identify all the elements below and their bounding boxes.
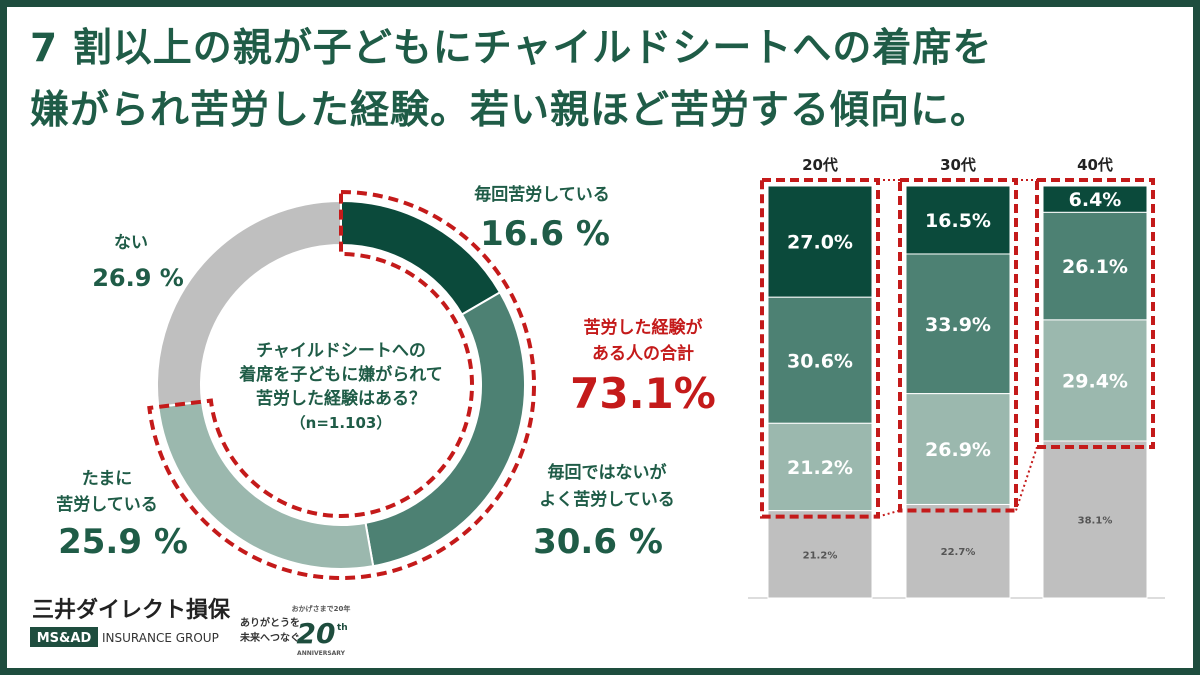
experienced-highlight-outline <box>147 189 536 580</box>
tagline-1: ありがとうを <box>240 616 300 629</box>
headline-line-1: 7 割以上の親が子どもにチャイルドシートへの着席を <box>30 26 993 71</box>
group-badge-text: MS&AD <box>37 631 92 646</box>
bar-segment-often <box>767 296 873 424</box>
value-often: 30.6 % <box>533 522 663 562</box>
bar-segment-every-time <box>905 185 1011 255</box>
group-name: INSURANCE GROUP <box>102 631 219 645</box>
bar-value-label: 16.5% <box>925 210 991 232</box>
company-name: 三井ダイレクト損保 <box>32 597 231 623</box>
group-badge <box>30 627 98 647</box>
bar-value-label: 30.6% <box>787 350 853 372</box>
total-value: 73.1% <box>570 369 716 418</box>
bar-segment-never <box>1042 440 1148 599</box>
headline-line-2: 嫌がられ苦労した経験。若い親ほど苦労する傾向に。 <box>30 88 991 133</box>
donut-center-line-1: チャイルドシートへの <box>256 341 426 361</box>
total-label-2: ある人の合計 <box>592 343 694 364</box>
value-every-time: 16.6 % <box>480 214 610 254</box>
donut-center-line-2: 着席を子どもに嫌がられて <box>238 364 443 385</box>
label-every-time: 毎回苦労している <box>474 184 610 205</box>
bar-segment-often <box>1042 211 1148 321</box>
label-sometimes-1: たまに <box>82 469 133 489</box>
bar-segment-never <box>905 503 1011 599</box>
value-sometimes: 25.9 % <box>58 522 188 562</box>
bar-value-label: 29.4% <box>1062 370 1128 392</box>
bar-value-label: 33.9% <box>925 314 991 336</box>
anniv-number: 20 <box>297 617 336 650</box>
bar-highlight-box <box>1035 178 1155 450</box>
bar-value-label: 6.4% <box>1069 189 1122 211</box>
bar-value-label: 21.2% <box>803 550 838 561</box>
bar-category-label: 20代 <box>802 156 838 174</box>
bar-value-label: 21.2% <box>787 457 853 479</box>
company-logo: 三井ダイレクト損保 MS&AD INSURANCE GROUP ありがとうを 未… <box>30 597 350 657</box>
bar-highlight-box <box>898 178 1018 513</box>
bar-value-label: 26.1% <box>1062 256 1128 278</box>
bar-segment-every-time <box>1042 185 1148 213</box>
label-never: ない <box>114 233 148 253</box>
label-often-2: よく苦労している <box>539 489 675 510</box>
bar-segment-every-time <box>767 185 873 298</box>
bar-category-label: 40代 <box>1077 156 1113 174</box>
bar-segment-never <box>767 510 873 599</box>
total-label-1: 苦労した経験が <box>584 317 703 338</box>
label-sometimes-2: 苦労している <box>56 494 158 515</box>
bar-segment-sometimes <box>767 422 873 512</box>
bar-value-label: 27.0% <box>787 232 853 254</box>
stacked-bar-chart: 20代 27.0% 30.6% 21.2% 21.2% 30代 16.5% 33.9% 26.9… <box>748 156 1165 599</box>
donut-center-line-3: 苦労した経験はある？ <box>256 388 426 409</box>
bar-value-label: 26.9% <box>925 439 991 461</box>
bar-connector-bottom <box>1015 446 1038 511</box>
headline: 7 割以上の親が子どもにチャイルドシートへの着席を 嫌がられ苦労した経験。若い親… <box>30 18 1180 142</box>
anniv-suffix: th <box>337 623 348 633</box>
bar-segment-often <box>905 253 1011 395</box>
tagline-2: 未来へつなぐ <box>239 631 300 644</box>
bar-highlight-box <box>760 178 880 519</box>
donut-center-line-4: （n=1.103） <box>291 414 392 432</box>
anniv-top: おかげさまで20年 <box>292 604 351 613</box>
anniv-bottom: ANNIVERSARY <box>297 650 346 657</box>
label-often-1: 毎回ではないが <box>548 462 667 483</box>
donut-chart <box>147 189 536 580</box>
bar-value-label: 38.1% <box>1078 516 1113 527</box>
bar-category-label: 30代 <box>940 156 976 174</box>
bar-value-label: 22.7% <box>941 547 976 558</box>
bar-segment-sometimes <box>905 393 1011 505</box>
value-never: 26.9 % <box>92 264 184 292</box>
donut-labels: チャイルドシートへの 着席を子どもに嫌がられて 苦労した経験はある？ （n=1.… <box>56 184 716 562</box>
bar-connector-bottom <box>877 509 901 518</box>
